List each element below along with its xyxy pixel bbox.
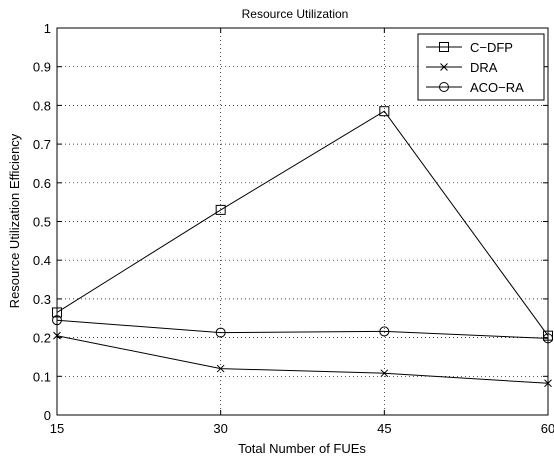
data-point-aco-ra <box>215 327 226 338</box>
y-axis-label: Resource Utilization Efficiency <box>7 133 22 308</box>
y-tick-label: 0.3 <box>33 292 51 307</box>
legend-marker-c-dfp <box>439 42 449 52</box>
legend-marker-dra <box>440 63 448 71</box>
data-point-dra <box>380 369 389 378</box>
y-tick-label: 0.5 <box>33 215 51 230</box>
x-tick-label: 15 <box>50 421 64 436</box>
y-tick-label: 0.7 <box>33 137 51 152</box>
data-point-c-dfp <box>215 204 226 215</box>
data-point-aco-ra <box>52 315 62 326</box>
series-line-aco-ra <box>56 319 549 339</box>
y-tick-label: 0.9 <box>33 60 51 75</box>
legend-label-c-dfp: C−DFP <box>470 40 513 55</box>
y-tick-label: 0.2 <box>33 331 51 346</box>
data-point-dra <box>216 364 225 373</box>
x-tick-label: 45 <box>377 421 391 436</box>
data-point-c-dfp <box>52 307 62 318</box>
data-point-aco-ra <box>379 326 390 337</box>
legend-marker-aco-ra <box>439 82 449 92</box>
x-axis-label: Total Number of FUEs <box>238 441 366 456</box>
legend-label-aco-ra: ACO−RA <box>470 80 524 95</box>
series-line-dra <box>56 335 549 384</box>
y-tick-label: 0.6 <box>33 176 51 191</box>
y-tick-label: 0.1 <box>33 369 51 384</box>
series-group <box>52 106 553 388</box>
y-tick-label: 1 <box>44 21 51 36</box>
axis-ticks: 0 0.1 0.2 0.3 0.4 0.5 0.6 0.7 0.8 0.9 1 15 30 45 60 <box>33 21 554 436</box>
data-point-dra <box>53 331 61 340</box>
y-tick-label: 0 <box>44 408 51 423</box>
data-point-c-dfp <box>379 106 390 117</box>
legend-label-dra: DRA <box>470 60 498 75</box>
data-point-c-dfp <box>543 330 553 341</box>
y-tick-label: 0.8 <box>33 98 51 113</box>
x-tick-label: 30 <box>213 421 227 436</box>
data-point-aco-ra <box>543 333 553 344</box>
chart-title: Resource Utilization <box>242 7 349 21</box>
grid <box>57 28 548 415</box>
x-tick-label: 60 <box>541 421 554 436</box>
data-point-dra <box>544 379 552 388</box>
y-tick-label: 0.4 <box>33 253 51 268</box>
legend: C−DFP DRA ACO−RA <box>417 33 545 101</box>
series-line-c-dfp <box>56 110 549 336</box>
